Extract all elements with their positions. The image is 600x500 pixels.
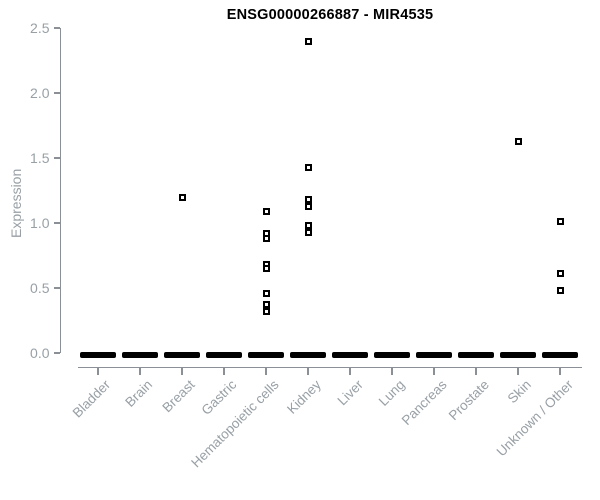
x-axis-line bbox=[78, 366, 582, 368]
x-tick bbox=[223, 366, 225, 375]
x-tick bbox=[433, 366, 435, 375]
data-point bbox=[178, 193, 186, 201]
y-tick-label: 1.5 bbox=[30, 150, 50, 166]
y-tick bbox=[53, 222, 60, 224]
x-category-label: Kidney bbox=[283, 377, 324, 417]
y-tick-label: 0.0 bbox=[30, 345, 50, 361]
x-tick bbox=[97, 366, 99, 375]
data-point bbox=[304, 202, 312, 210]
data-point bbox=[262, 207, 270, 215]
x-tick bbox=[181, 366, 183, 375]
y-tick-label: 2.0 bbox=[30, 85, 50, 101]
y-tick bbox=[53, 287, 60, 289]
y-tick-label: 1.0 bbox=[30, 215, 50, 231]
zero-expression-bar bbox=[122, 351, 158, 358]
zero-expression-bar bbox=[416, 351, 452, 358]
x-tick bbox=[475, 366, 477, 375]
data-point bbox=[556, 218, 564, 226]
x-category-label: Lung bbox=[375, 377, 408, 409]
zero-expression-bar bbox=[80, 351, 116, 358]
data-point bbox=[304, 196, 312, 204]
data-point bbox=[556, 287, 564, 295]
x-category-label: Bladder bbox=[70, 377, 114, 421]
x-tick bbox=[517, 366, 519, 375]
x-tick bbox=[559, 366, 561, 375]
x-category-label: Unknown / Other bbox=[493, 377, 576, 460]
y-tick bbox=[53, 27, 60, 29]
chart-title: ENSG00000266887 - MIR4535 bbox=[226, 7, 434, 23]
x-category-label: Liver bbox=[334, 377, 366, 409]
y-tick-label: 2.5 bbox=[30, 20, 50, 36]
data-point bbox=[262, 265, 270, 272]
zero-expression-bar bbox=[542, 351, 578, 358]
zero-expression-bar bbox=[164, 351, 200, 358]
data-point bbox=[262, 307, 270, 315]
x-category-label: Prostate bbox=[445, 377, 492, 424]
zero-expression-bar bbox=[332, 351, 368, 358]
zero-expression-bar bbox=[248, 351, 284, 358]
x-category-label: Pancreas bbox=[398, 377, 450, 428]
x-category-label: Breast bbox=[159, 377, 198, 416]
zero-expression-bar bbox=[500, 351, 536, 358]
data-point bbox=[556, 270, 564, 278]
x-tick bbox=[349, 366, 351, 375]
data-point bbox=[262, 235, 270, 243]
data-point bbox=[304, 163, 312, 171]
x-category-label: Gastric bbox=[198, 377, 240, 418]
zero-expression-bar bbox=[374, 351, 410, 358]
zero-expression-bar bbox=[458, 351, 494, 358]
y-tick bbox=[53, 352, 60, 354]
x-tick bbox=[307, 366, 309, 375]
y-tick bbox=[53, 92, 60, 94]
data-point bbox=[304, 37, 312, 45]
y-tick-label: 0.5 bbox=[30, 280, 50, 296]
zero-expression-bar bbox=[206, 351, 242, 358]
data-point bbox=[304, 222, 312, 230]
y-axis-line bbox=[59, 28, 61, 353]
data-point bbox=[262, 289, 270, 297]
y-tick bbox=[53, 157, 60, 159]
data-point bbox=[514, 137, 522, 145]
data-point bbox=[304, 228, 312, 236]
data-point bbox=[262, 301, 270, 309]
zero-expression-bar bbox=[290, 351, 326, 358]
x-tick bbox=[265, 366, 267, 375]
x-tick bbox=[391, 366, 393, 375]
x-tick bbox=[139, 366, 141, 375]
x-category-label: Brain bbox=[122, 377, 156, 410]
x-category-label: Skin bbox=[504, 377, 534, 407]
